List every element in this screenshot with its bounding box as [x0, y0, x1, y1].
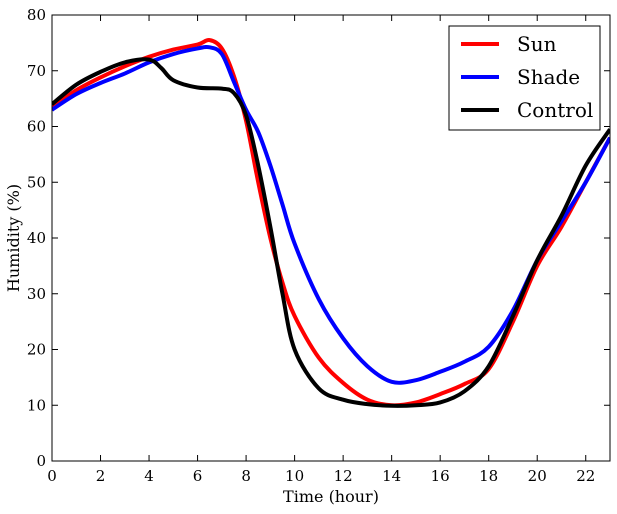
y-tick-label: 60	[27, 118, 46, 136]
x-axis-title: Time (hour)	[283, 487, 379, 506]
y-tick-label: 70	[27, 62, 46, 80]
x-tick-label: 6	[193, 467, 203, 485]
x-tick-label: 16	[431, 467, 450, 485]
x-tick-label: 0	[47, 467, 57, 485]
y-axis-title: Humidity (%)	[4, 184, 23, 292]
y-tick-label: 30	[27, 285, 46, 303]
series-layer	[52, 38, 610, 408]
x-tick-label: 12	[334, 467, 353, 485]
y-tick-label: 40	[27, 229, 46, 247]
legend-label-sun: Sun	[517, 32, 557, 56]
series-line-control	[52, 57, 610, 408]
y-tick-label: 80	[27, 6, 46, 24]
y-tick-label: 50	[27, 173, 46, 191]
x-tick-label: 14	[382, 467, 401, 485]
series-line-sun	[52, 38, 610, 408]
y-tick-label: 0	[36, 452, 46, 470]
x-tick-label: 18	[479, 467, 498, 485]
y-tick-label: 10	[27, 396, 46, 414]
x-tick-label: 2	[96, 467, 106, 485]
x-tick-label: 22	[576, 467, 595, 485]
x-tick-label: 4	[144, 467, 154, 485]
x-tick-label: 8	[241, 467, 251, 485]
axis-ticks: 0 2 4 6 8 10 12 14 16 18 20 22 0 10 20 30 40 50 60 70 80	[27, 6, 610, 485]
x-tick-label: 10	[285, 467, 304, 485]
series-line-shade	[52, 44, 610, 385]
legend-label-control: Control	[517, 98, 593, 122]
y-tick-label: 20	[27, 341, 46, 359]
x-tick-label: 20	[528, 467, 547, 485]
legend-label-shade: Shade	[517, 65, 580, 89]
legend: Sun Shade Control	[448, 25, 601, 131]
